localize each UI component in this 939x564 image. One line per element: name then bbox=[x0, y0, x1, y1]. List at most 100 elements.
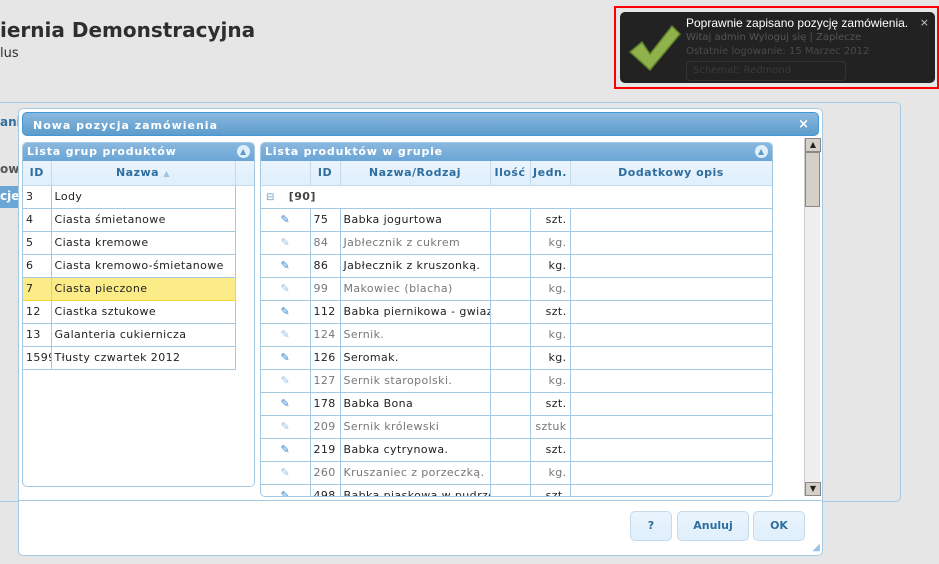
product-row[interactable]: ✎ 127 Sernik staropolski. kg. bbox=[261, 369, 772, 393]
edit-pencil-icon[interactable]: ✎ bbox=[261, 484, 311, 496]
product-description[interactable] bbox=[570, 461, 772, 485]
group-row[interactable]: 6 Ciasta kremowo-śmietanowe bbox=[23, 254, 254, 278]
collapse-icon[interactable]: ▲ bbox=[237, 145, 250, 158]
cancel-button[interactable]: Anuluj bbox=[677, 511, 749, 541]
product-id: 124 bbox=[310, 323, 341, 347]
product-description[interactable] bbox=[570, 346, 772, 370]
product-description[interactable] bbox=[570, 484, 772, 496]
column-header[interactable]: Nazwa/Rodzaj bbox=[340, 161, 491, 186]
product-description[interactable] bbox=[570, 415, 772, 439]
edit-pencil-icon[interactable]: ✎ bbox=[261, 369, 311, 393]
column-header[interactable]: Ilość bbox=[490, 161, 531, 186]
product-quantity[interactable] bbox=[490, 415, 531, 439]
product-quantity[interactable] bbox=[490, 208, 531, 232]
product-description[interactable] bbox=[570, 300, 772, 324]
product-unit: kg. bbox=[530, 231, 571, 255]
success-toast: Witaj admin Wyloguj się | Zaplecze Ostat… bbox=[620, 12, 935, 83]
edit-pencil-icon[interactable]: ✎ bbox=[261, 438, 311, 462]
product-row[interactable]: ✎ 209 Sernik królewski sztuk bbox=[261, 415, 772, 439]
group-row[interactable]: 5 Ciasta kremowe bbox=[23, 231, 254, 255]
edit-pencil-icon[interactable]: ✎ bbox=[261, 277, 311, 301]
collapse-icon[interactable]: ▲ bbox=[755, 145, 768, 158]
product-row[interactable]: ✎ 99 Makowiec (blacha) kg. bbox=[261, 277, 772, 301]
product-quantity[interactable] bbox=[490, 438, 531, 462]
background-tab[interactable]: ani bbox=[0, 115, 21, 129]
group-row[interactable]: 7 Ciasta pieczone bbox=[23, 277, 254, 301]
product-quantity[interactable] bbox=[490, 277, 531, 301]
group-row[interactable]: 1599Tłusty czwartek 2012 bbox=[23, 346, 254, 370]
help-button[interactable]: ? bbox=[630, 511, 672, 541]
edit-pencil-icon[interactable]: ✎ bbox=[261, 392, 311, 416]
products-table: ID Nazwa/Rodzaj Ilość Jedn. Dodatkowy opis ⊟… bbox=[261, 161, 772, 496]
product-quantity[interactable] bbox=[490, 346, 531, 370]
edit-pencil-icon[interactable]: ✎ bbox=[261, 415, 311, 439]
group-row[interactable]: 4 Ciasta śmietanowe bbox=[23, 208, 254, 232]
product-name: Makowiec (blacha) bbox=[340, 277, 491, 301]
product-quantity[interactable] bbox=[490, 323, 531, 347]
group-row[interactable]: 13 Galanteria cukiernicza bbox=[23, 323, 254, 347]
column-header[interactable]: Dodatkowy opis bbox=[570, 161, 772, 186]
groups-table: ID Nazwa ▲ 3 Lody 4 Ciasta śmietanowe 5 Ciasta… bbox=[23, 161, 254, 370]
close-icon[interactable]: × bbox=[798, 117, 810, 132]
product-description[interactable] bbox=[570, 254, 772, 278]
product-description[interactable] bbox=[570, 392, 772, 416]
group-row[interactable]: 12 Ciastka sztukowe bbox=[23, 300, 254, 324]
column-header-name[interactable]: Nazwa ▲ bbox=[51, 161, 236, 186]
ok-button[interactable]: OK bbox=[753, 511, 805, 541]
product-quantity[interactable] bbox=[490, 484, 531, 496]
edit-pencil-icon[interactable]: ✎ bbox=[261, 323, 311, 347]
scroll-thumb[interactable] bbox=[805, 152, 820, 207]
product-row[interactable]: ✎ 260 Kruszaniec z porzeczką. kg. bbox=[261, 461, 772, 485]
product-quantity[interactable] bbox=[490, 461, 531, 485]
product-description[interactable] bbox=[570, 438, 772, 462]
scroll-down-button[interactable]: ▼ bbox=[805, 482, 821, 496]
group-header-row[interactable]: ⊟ [90] bbox=[261, 185, 772, 209]
edit-pencil-icon[interactable]: ✎ bbox=[261, 208, 311, 232]
product-quantity[interactable] bbox=[490, 392, 531, 416]
product-row[interactable]: ✎ 126 Seromak. kg. bbox=[261, 346, 772, 370]
column-header[interactable]: ID bbox=[310, 161, 341, 186]
product-description[interactable] bbox=[570, 323, 772, 347]
edit-pencil-icon[interactable]: ✎ bbox=[261, 231, 311, 255]
product-description[interactable] bbox=[570, 208, 772, 232]
product-quantity[interactable] bbox=[490, 369, 531, 393]
product-description[interactable] bbox=[570, 369, 772, 393]
product-row[interactable]: ✎ 219 Babka cytrynowa. szt. bbox=[261, 438, 772, 462]
edit-pencil-icon[interactable]: ✎ bbox=[261, 461, 311, 485]
product-row[interactable]: ✎ 498 Babka piaskowa w pudrze szt. bbox=[261, 484, 772, 496]
dialog-titlebar[interactable]: Nowa pozycja zamówienia × bbox=[22, 112, 819, 136]
product-quantity[interactable] bbox=[490, 300, 531, 324]
product-row[interactable]: ✎ 84 Jabłecznik z cukrem kg. bbox=[261, 231, 772, 255]
column-header-id[interactable]: ID bbox=[23, 161, 52, 186]
scroll-up-button[interactable]: ▲ bbox=[805, 138, 821, 152]
product-quantity[interactable] bbox=[490, 254, 531, 278]
product-name: Babka piaskowa w pudrze bbox=[340, 484, 491, 496]
column-header[interactable]: Jedn. bbox=[530, 161, 571, 186]
close-icon[interactable]: × bbox=[919, 16, 929, 29]
collapse-group-icon[interactable]: ⊟ bbox=[266, 192, 275, 203]
resize-handle-icon[interactable]: ◢ bbox=[812, 542, 820, 553]
product-row[interactable]: ✎ 124 Sernik. kg. bbox=[261, 323, 772, 347]
product-unit: kg. bbox=[530, 323, 571, 347]
product-row[interactable]: ✎ 86 Jabłecznik z kruszonką. kg. bbox=[261, 254, 772, 278]
edit-pencil-icon[interactable]: ✎ bbox=[261, 300, 311, 324]
scrollbar[interactable]: ▲ ▼ bbox=[804, 138, 821, 496]
product-unit: szt. bbox=[530, 392, 571, 416]
group-row[interactable]: 3 Lody bbox=[23, 185, 254, 209]
group-id: 1599 bbox=[23, 346, 52, 370]
product-description[interactable] bbox=[570, 277, 772, 301]
product-description[interactable] bbox=[570, 231, 772, 255]
group-id: 4 bbox=[23, 208, 52, 232]
product-id: 178 bbox=[310, 392, 341, 416]
edit-pencil-icon[interactable]: ✎ bbox=[261, 254, 311, 278]
product-name: Babka cytrynowa. bbox=[340, 438, 491, 462]
theme-select[interactable]: Schemat: Redmond bbox=[686, 61, 846, 81]
welcome-text: Witaj admin Wyloguj się | Zaplecze bbox=[686, 32, 862, 43]
panel-title: Lista produktów w grupie bbox=[265, 145, 443, 158]
product-row[interactable]: ✎ 178 Babka Bona szt. bbox=[261, 392, 772, 416]
column-header[interactable] bbox=[261, 161, 311, 186]
product-row[interactable]: ✎ 75 Babka jogurtowa szt. bbox=[261, 208, 772, 232]
edit-pencil-icon[interactable]: ✎ bbox=[261, 346, 311, 370]
product-quantity[interactable] bbox=[490, 231, 531, 255]
